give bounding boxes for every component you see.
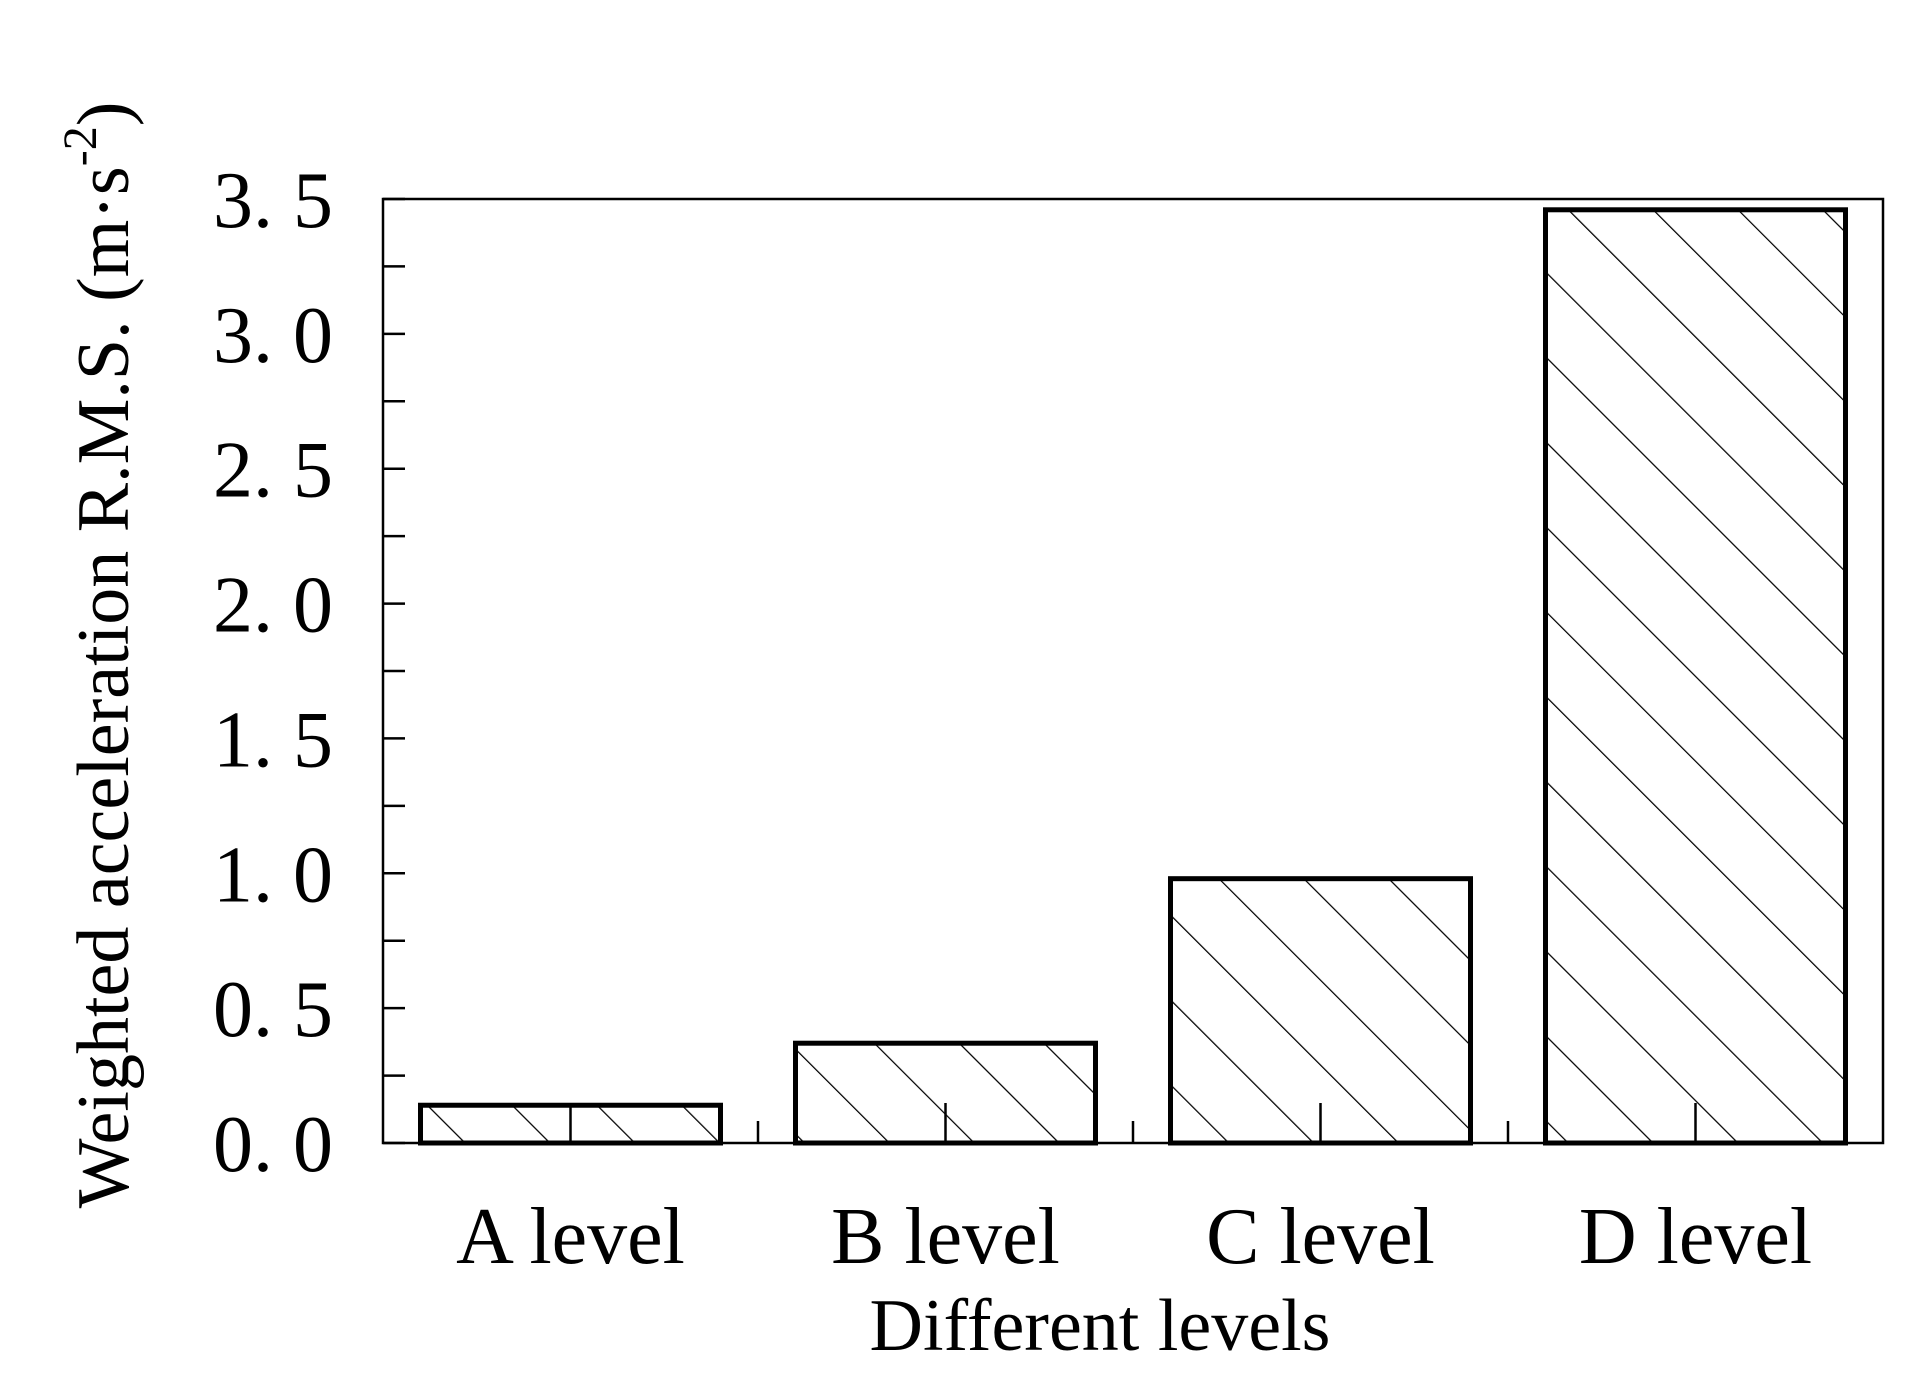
- x-axis-title: Different levels: [870, 1285, 1331, 1367]
- y-tick-label: 2. 0: [213, 562, 333, 650]
- bars-group: [418, 207, 1848, 1146]
- x-category-label: A level: [456, 1193, 685, 1281]
- y-axis-title-close: ): [63, 102, 145, 127]
- x-category-label: D level: [1579, 1193, 1812, 1281]
- y-axis-title-superscript: -2: [54, 126, 107, 166]
- y-axis-title: Weighted acceleration R.M.S. (m·s-2): [54, 102, 145, 1209]
- y-tick-label: 2. 5: [213, 427, 333, 515]
- y-axis-ticks: 0. 0 0. 5 1. 0 1. 5 2. 0 2. 5 3. 0 3. 5: [213, 157, 405, 1189]
- bar-d-level: [1543, 207, 1848, 1146]
- y-tick-label: 1. 0: [213, 831, 333, 919]
- y-tick-label: 3. 5: [213, 157, 333, 245]
- y-tick-label: 0. 0: [213, 1101, 333, 1189]
- y-tick-label: 0. 5: [213, 966, 333, 1054]
- y-axis-title-main: Weighted acceleration R.M.S. (m·s: [63, 166, 145, 1208]
- x-category-label: B level: [831, 1193, 1060, 1281]
- y-tick-label: 1. 5: [213, 696, 333, 784]
- y-tick-label: 3. 0: [213, 292, 333, 380]
- bar-c-level: [1168, 876, 1473, 1146]
- x-category-label: C level: [1206, 1193, 1435, 1281]
- x-axis-ticks: A level B level C level D level: [456, 1103, 1812, 1281]
